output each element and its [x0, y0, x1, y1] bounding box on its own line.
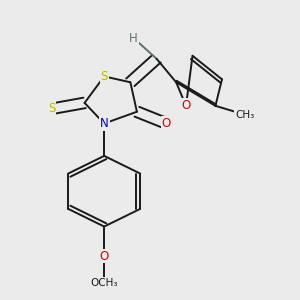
Text: H: H — [129, 32, 138, 45]
Text: O: O — [182, 99, 190, 112]
Text: CH₃: CH₃ — [235, 110, 254, 120]
Text: S: S — [100, 70, 108, 83]
Text: O: O — [162, 117, 171, 130]
Text: N: N — [100, 117, 109, 130]
Text: OCH₃: OCH₃ — [90, 278, 118, 287]
Text: S: S — [48, 102, 56, 115]
Text: O: O — [100, 250, 109, 262]
